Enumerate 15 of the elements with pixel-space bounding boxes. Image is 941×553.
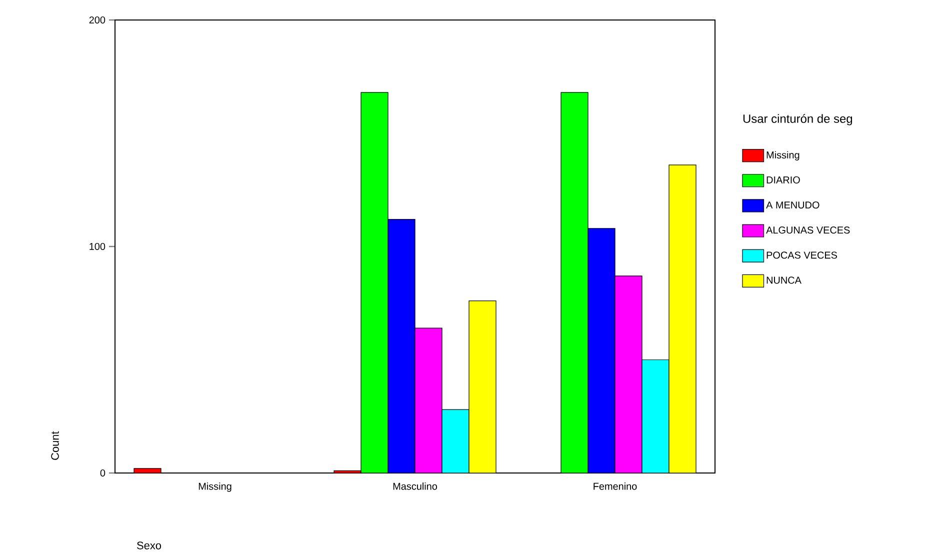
x-axis-title: Sexo [137,542,162,550]
x-tick-label: Femenino [594,482,637,490]
x-tick-label: Masculino [393,482,438,490]
y-tick-label: 100 [90,243,106,250]
y-tick-label: 200 [89,16,106,24]
x-tick-label: Missing [198,482,232,492]
y-tick-label: 0 [100,470,106,477]
y-axis-title: Count [51,431,59,460]
legend-label: A MENUDO [766,202,820,209]
legend-label: POCAS VECES [766,252,837,259]
legend-title: Usar cinturón de seg [743,114,852,126]
legend-label: NUNCA [766,276,802,284]
legend-label: ALGUNAS VECES [766,226,850,234]
legend-label: Missing [766,151,800,161]
legend-label: DIARIO [766,176,800,184]
